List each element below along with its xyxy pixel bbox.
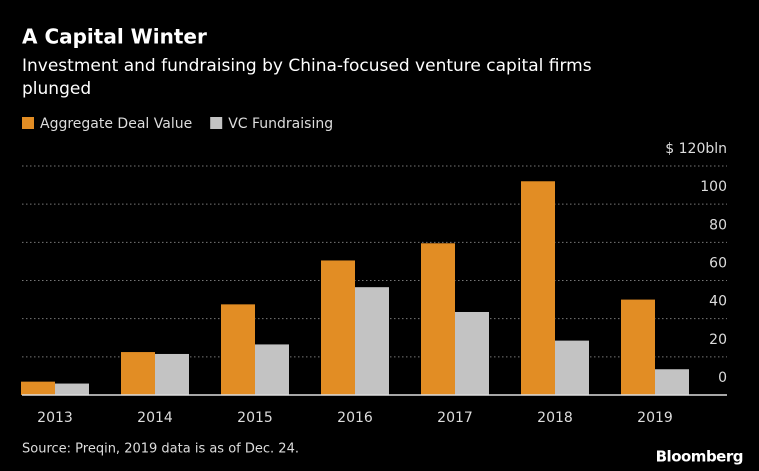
y-tick-label: 60 [709, 256, 727, 272]
x-tick-label: 2014 [137, 410, 173, 426]
subtitle-line: Investment and fundraising by China-focu… [22, 56, 592, 76]
legend-swatch [210, 117, 223, 129]
y-tick-label: 100 [700, 179, 727, 195]
y-tick-label: $ 120bln [665, 141, 727, 157]
bar [55, 383, 89, 395]
x-tick-label: 2013 [37, 410, 73, 426]
y-tick-label: 20 [709, 332, 727, 348]
source: Source: Preqin, 2019 data is as of Dec. … [22, 442, 299, 457]
legend-label: Aggregate Deal Value [40, 116, 192, 132]
brand: Bloomberg [656, 448, 743, 466]
x-tick-label: 2016 [337, 410, 373, 426]
y-tick-label: 40 [709, 294, 727, 310]
bar [21, 381, 55, 395]
subtitle-line: plunged [22, 79, 91, 99]
legend-swatch [22, 117, 34, 129]
bar [255, 344, 289, 395]
bar [221, 304, 255, 395]
bar [355, 287, 389, 395]
bar [121, 352, 155, 395]
chart-subtitle: Investment and fundraising by China-focu… [22, 56, 592, 99]
legend-label: VC Fundraising [228, 116, 333, 132]
bar [455, 311, 489, 395]
x-tick-label: 2019 [637, 410, 673, 426]
x-tick-label: 2015 [237, 410, 273, 426]
bar [555, 340, 589, 395]
bar [655, 369, 689, 395]
bar [321, 260, 355, 395]
y-tick-label: 0 [718, 370, 727, 386]
bar [421, 243, 455, 395]
y-tick-label: 80 [709, 217, 727, 233]
chart-title: A Capital Winter [22, 25, 207, 49]
x-tick-label: 2018 [537, 410, 573, 426]
bar [521, 181, 555, 395]
x-tick-label: 2017 [437, 410, 473, 426]
bar [621, 299, 655, 395]
bar [155, 353, 189, 395]
